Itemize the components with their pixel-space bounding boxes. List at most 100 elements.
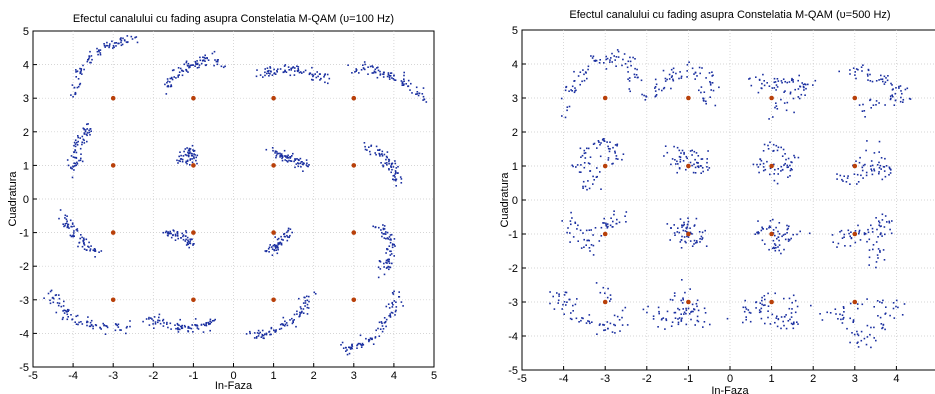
chart1-xtick-label: 3 [351,370,357,382]
chart1-received-point [66,311,68,313]
chart1-ytick-label: 4 [23,60,29,72]
chart2-received-point [607,327,609,330]
chart2-received-point [776,325,779,328]
chart2-received-point [599,171,601,173]
chart1-received-point [389,314,392,317]
chart1-received-point [167,85,170,88]
chart2-received-point [860,330,863,333]
chart1-received-point [275,249,277,251]
chart1-received-point [167,326,169,329]
chart1-received-point [70,225,72,228]
chart1-received-point [286,234,288,237]
chart2-received-point [758,232,760,234]
chart1-received-point [392,78,395,80]
chart2-received-point [799,230,801,233]
chart2-received-point [678,231,681,234]
chart1-received-point [264,71,266,74]
chart2-received-point [678,317,681,319]
chart1-received-point [86,249,88,251]
chart1-received-point [387,238,389,240]
chart2-received-point [772,116,774,118]
chart1-received-point [271,147,274,149]
chart1-received-point [381,330,384,333]
chart2-received-point [769,323,772,325]
chart1-received-point [385,231,387,233]
chart2-received-point [597,140,600,142]
chart2-received-point [783,297,785,300]
chart1-received-point [297,165,300,168]
chart2-received-point [904,88,907,91]
chart1-received-point [306,306,309,309]
chart1-received-point [272,244,275,247]
chart2-received-point [900,90,902,92]
chart1-received-point [180,237,182,239]
chart1-received-point [125,327,128,329]
chart2-received-point [603,62,605,64]
chart1-received-point [113,46,115,49]
chart1-received-point [193,156,195,158]
chart1-received-point [177,76,179,78]
chart1-title: Efectul canalului cu fading asupra Const… [73,13,394,25]
chart1-received-point [390,311,393,314]
chart1-received-point [131,38,134,40]
chart2-received-point [705,245,708,247]
chart2-received-point [606,321,609,323]
chart1-received-point [189,159,191,161]
chart1-received-point [383,233,386,235]
chart1-received-point [105,44,108,47]
chart1-received-point [129,325,131,328]
chart2-received-point [610,57,612,59]
chart2-received-point [772,239,775,242]
chart2-received-point [572,304,574,307]
chart1-received-point [275,330,277,333]
chart2-received-point [709,96,711,98]
chart1-received-point [385,155,388,158]
chart1-received-point [99,53,102,56]
chart1-received-point [74,93,76,96]
chart2-received-point [784,238,787,241]
chart2-received-point [798,97,801,100]
chart2-received-point [693,73,695,75]
chart1-received-point [204,324,206,327]
chart1-received-point [280,243,283,246]
chart2-received-point [867,75,869,77]
chart1-received-point [83,132,86,134]
chart2-received-point [881,219,884,221]
chart1-received-point [392,293,395,295]
chart1-received-point [116,324,119,327]
chart2-received-point [576,164,579,166]
chart2-received-point [612,146,614,149]
chart2-received-point [657,326,659,328]
chart2-received-point [804,83,806,85]
chart2-received-point [696,319,699,322]
chart2-received-point [880,323,883,325]
chart1-received-point [67,223,69,226]
chart1-received-point [295,163,298,165]
chart1-received-point [214,318,216,321]
chart2-received-point [875,100,878,102]
chart1-received-point [112,44,115,47]
chart2-received-point [840,318,842,321]
chart2-received-point [701,231,704,234]
chart2-received-point [749,320,752,323]
chart1-xtick-label: -5 [28,370,38,382]
chart2-received-point [607,157,610,159]
chart1-received-point [345,347,347,349]
chart2-received-point [674,159,676,161]
chart1-received-point [394,162,397,165]
chart2-received-point [781,168,784,171]
chart2-received-point [600,188,602,190]
chart2-received-point [841,237,844,239]
chart2-received-point [773,173,775,175]
chart1-received-point [158,313,161,316]
chart1-received-point [120,41,122,44]
chart1-received-point [188,147,191,150]
chart2-received-point [599,323,601,325]
chart1-received-point [391,262,393,265]
chart1-received-point [88,241,90,244]
chart1-received-point [196,62,199,65]
chart2-received-point [683,311,686,314]
chart2-received-point [889,314,891,317]
chart2-received-point [629,60,632,63]
chart1-received-point [197,328,200,330]
